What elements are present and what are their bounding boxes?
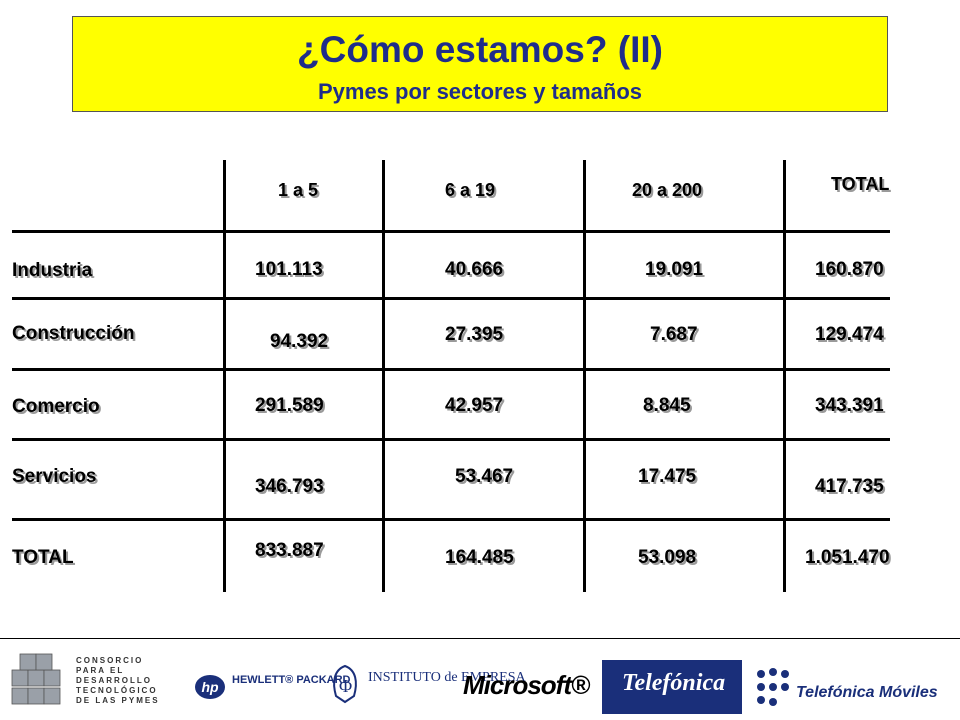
table-vline-2 xyxy=(382,160,385,592)
table-hline-3 xyxy=(12,368,890,371)
table-cell: 17.475 xyxy=(638,466,697,487)
table-cell: 291.589 xyxy=(255,395,324,416)
row-label: TOTAL xyxy=(12,547,74,568)
row-label: Servicios xyxy=(12,466,97,487)
table-cell: 27.395 xyxy=(445,324,504,345)
column-header: 20 a 200 xyxy=(632,180,703,200)
table-cell: 160.870 xyxy=(815,259,884,280)
table-cell: 94.392 xyxy=(270,331,329,352)
microsoft-logo: Microsoft® xyxy=(463,670,590,700)
table-vline-4 xyxy=(783,160,786,592)
table-cell: 7.687 xyxy=(650,324,698,345)
footer-divider xyxy=(0,638,960,639)
table-cell: 53.467 xyxy=(455,466,514,487)
consorcio-cubes-logo xyxy=(11,653,61,705)
table-cell: 42.957 xyxy=(445,395,504,416)
table-cell: 19.091 xyxy=(645,259,704,280)
svg-text:Φ: Φ xyxy=(339,676,352,696)
table-cell: 129.474 xyxy=(815,324,884,345)
table-hline-5 xyxy=(12,518,890,521)
table-vline-1 xyxy=(223,160,226,592)
column-header: 6 a 19 xyxy=(445,180,496,200)
table-cell: 8.845 xyxy=(643,395,691,416)
table-hline-1 xyxy=(12,230,890,233)
column-header: TOTAL xyxy=(831,174,890,194)
telefonica-moviles-logo-text: Telefónica Móviles xyxy=(796,684,938,701)
table-cell: 343.391 xyxy=(815,395,884,416)
table-hline-2 xyxy=(12,297,890,300)
table-cell: 1.051.470 xyxy=(805,547,890,568)
table-cell: 833.887 xyxy=(255,540,324,561)
title-box: ¿Cómo estamos? (II) Pymes por sectores y… xyxy=(72,16,888,112)
instituto-empresa-logo-text: INSTITUTO de EMPRESA xyxy=(368,670,526,685)
telefonica-moviles-dots-icon xyxy=(757,668,789,706)
row-label: Construcción xyxy=(12,323,135,344)
hp-logo: hp xyxy=(195,675,225,699)
table-vline-3 xyxy=(583,160,586,592)
telefonica-logo-text: Telefónica xyxy=(622,670,726,696)
table-cell: 346.793 xyxy=(255,476,324,497)
consorcio-logo-text: CONSORCIO PARA EL DESARROLLO TECNOLÓGICO… xyxy=(76,656,160,705)
table-hline-4 xyxy=(12,438,890,441)
row-label: Comercio xyxy=(12,396,100,417)
table-cell: 101.113 xyxy=(255,259,323,280)
instituto-empresa-emblem-icon: Φ xyxy=(333,664,357,704)
column-header: 1 a 5 xyxy=(278,180,319,200)
table-cell: 417.735 xyxy=(815,476,884,497)
row-label: Industria xyxy=(12,260,93,281)
page-title: ¿Cómo estamos? (II) xyxy=(297,29,663,70)
table-cell: 40.666 xyxy=(445,259,504,280)
hp-logo-text: HEWLETT® PACKARD xyxy=(232,674,351,686)
page-subtitle: Pymes por sectores y tamaños xyxy=(317,79,643,104)
table-cell: 53.098 xyxy=(638,547,697,568)
table-cell: 164.485 xyxy=(445,547,514,568)
telefonica-logo: Telefónica xyxy=(602,660,742,714)
